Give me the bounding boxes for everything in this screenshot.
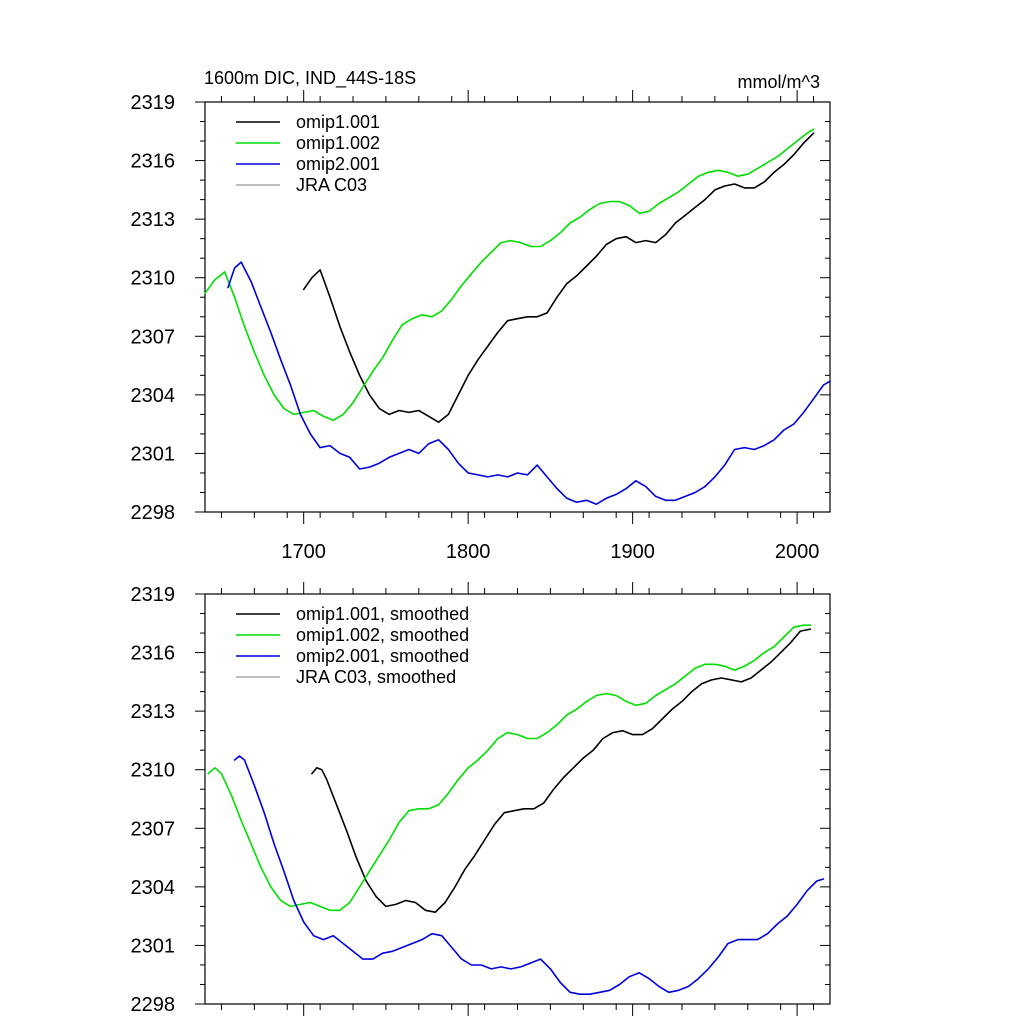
bottom-ytick-label: 2310	[131, 760, 176, 782]
bottom-legend-label: omip1.002, smoothed	[296, 625, 469, 645]
top-legend-label: omip1.001	[296, 112, 380, 132]
top-ytick-label: 2316	[131, 151, 176, 173]
top-series-line-omip1-002	[204, 128, 815, 422]
top-panel: 2298 2301 2304 2307 2310 2313 2316 2319 1700 1800…	[131, 90, 831, 563]
top-legend-label: omip2.001	[296, 154, 380, 174]
bottom-series-line-omip2-001-smoothed	[233, 755, 825, 996]
bottom-legend-label: JRA C03, smoothed	[296, 667, 456, 687]
top-ytick-label: 2307	[131, 326, 176, 348]
chart-title: 1600m DIC, IND_44S-18S	[204, 68, 416, 89]
bottom-ytick-label: 2319	[131, 584, 176, 606]
top-series-line-omip2-001	[227, 261, 831, 506]
top-xtick-label: 1700	[281, 541, 326, 563]
bottom-series-line-omip1-001-smoothed	[311, 628, 812, 914]
bottom-ytick-label: 2316	[131, 643, 176, 665]
top-legend-label: JRA C03	[296, 175, 367, 195]
bottom-ytick-label: 2304	[131, 877, 176, 899]
top-ytick-label: 2313	[131, 209, 176, 231]
top-xtick-label: 2000	[775, 541, 820, 563]
top-ytick-label: 2319	[131, 92, 176, 114]
top-xtick-label: 1800	[446, 541, 491, 563]
top-ytick-label: 2298	[131, 502, 176, 524]
bottom-ytick-label: 2301	[131, 935, 176, 957]
bottom-panel: 2298 2301 2304 2307 2310 2313 2316 2319 omip1.00…	[131, 582, 831, 1016]
bottom-ytick-label: 2313	[131, 701, 176, 723]
top-xtick-label: 1900	[610, 541, 655, 563]
bottom-ytick-label: 2307	[131, 818, 176, 840]
top-ytick-label: 2304	[131, 385, 176, 407]
top-legend-label: omip1.002	[296, 133, 380, 153]
top-ytick-label: 2310	[131, 268, 176, 290]
bottom-ytick-label: 2298	[131, 994, 176, 1016]
units-label: mmol/m^3	[738, 72, 820, 92]
bottom-series-line-omip1-002-smoothed	[207, 624, 812, 912]
bottom-legend-label: omip2.001, smoothed	[296, 646, 469, 666]
bottom-legend-label: omip1.001, smoothed	[296, 604, 469, 624]
top-series-line-omip1-001	[302, 132, 815, 424]
top-ytick-label: 2301	[131, 443, 176, 465]
